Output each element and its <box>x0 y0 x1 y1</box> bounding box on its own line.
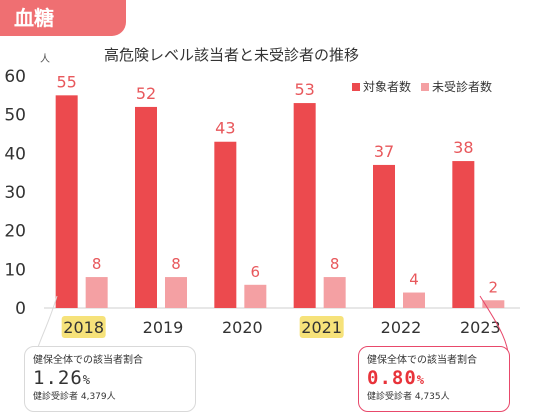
ratio-note-count: 健診受診者 4,379人 <box>33 392 116 402</box>
y-tick-label: 40 <box>4 144 26 164</box>
data-label: 43 <box>215 119 235 138</box>
ratio-note-2021: 健保全体での該当者割合 0.80% 健診受診者 4,735人 <box>358 346 510 412</box>
chart-legend: 対象者数 未受診者数 <box>352 78 492 95</box>
year-highlight <box>61 316 106 338</box>
bar-unexamined <box>482 300 505 308</box>
y-tick-label: 0 <box>15 299 26 319</box>
data-label: 8 <box>92 255 102 273</box>
ratio-note-count: 健診受診者 4,735人 <box>367 392 450 402</box>
ratio-note-label: 健保全体での該当者割合 <box>367 355 477 366</box>
data-label: 38 <box>453 138 473 157</box>
y-tick-label: 30 <box>4 183 26 203</box>
data-label: 6 <box>251 263 261 281</box>
y-tick-label: 50 <box>4 106 26 126</box>
data-label: 37 <box>374 142 394 161</box>
bar-unexamined <box>165 277 187 308</box>
bar-unexamined <box>244 284 267 308</box>
ratio-note-2018: 健保全体での該当者割合 1.26% 健診受診者 4,379人 <box>24 346 196 412</box>
x-tick-label: 2023 <box>460 318 501 337</box>
bar-unexamined <box>85 277 108 308</box>
x-tick-label: 2018 <box>63 318 104 337</box>
legend-item-target: 対象者数 <box>352 78 411 95</box>
data-label: 4 <box>409 271 419 289</box>
y-tick-label: 20 <box>4 222 26 242</box>
legend-label-unexamined: 未受診者数 <box>432 80 493 94</box>
chart-title: 高危険レベル該当者と未受診者の推移 <box>104 46 360 64</box>
ratio-note-value: 1.26% <box>33 367 187 389</box>
data-label: 8 <box>171 255 181 273</box>
legend-swatch-target <box>352 82 360 91</box>
data-label: 53 <box>294 80 314 99</box>
x-tick-label: 2019 <box>143 318 184 337</box>
data-label: 8 <box>330 255 340 273</box>
data-label: 52 <box>136 84 156 103</box>
legend-label-target: 対象者数 <box>363 80 412 94</box>
ratio-value: 1.26 <box>33 367 83 389</box>
year-highlight <box>299 316 344 338</box>
bar-unexamined <box>323 277 346 308</box>
bar-target <box>373 164 395 308</box>
x-tick-label: 2022 <box>381 318 422 337</box>
ratio-unit: % <box>416 373 425 387</box>
y-tick-label: 10 <box>4 260 26 280</box>
legend-item-unexamined: 未受診者数 <box>421 78 492 95</box>
legend-swatch-unexamined <box>421 82 430 91</box>
ratio-unit: % <box>82 373 91 387</box>
category-badge: 血糖 <box>0 0 126 36</box>
y-tick-label: 60 <box>4 67 26 87</box>
ratio-value: 0.80 <box>367 367 417 389</box>
data-label: 55 <box>56 72 76 91</box>
data-label: 2 <box>489 278 499 296</box>
bar-target <box>55 95 78 308</box>
x-tick-label: 2021 <box>301 318 342 337</box>
x-tick-label: 2020 <box>222 318 263 337</box>
bar-target <box>452 161 475 308</box>
bar-target <box>214 141 237 308</box>
ratio-note-value: 0.80% <box>367 367 501 389</box>
bar-target <box>135 106 157 308</box>
bar-target <box>293 103 316 308</box>
ratio-note-label: 健保全体での該当者割合 <box>33 355 143 366</box>
y-axis-unit: 人 <box>40 53 50 65</box>
bar-unexamined <box>403 292 425 308</box>
